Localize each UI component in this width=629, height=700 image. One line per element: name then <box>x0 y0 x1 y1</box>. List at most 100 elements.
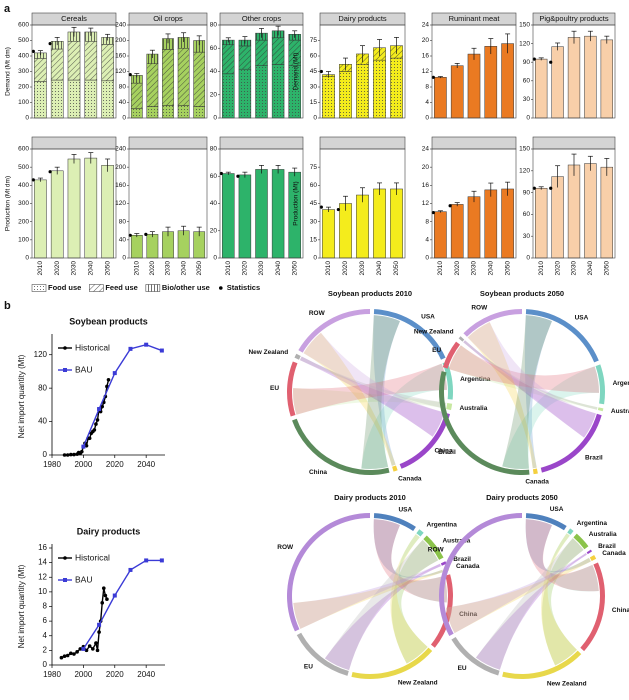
y-tick-label: 60 <box>210 173 218 180</box>
region-arc <box>502 650 582 680</box>
x-tick-label: 2050 <box>196 261 203 276</box>
y-tick-label: 2 <box>43 645 48 654</box>
marker <box>65 453 70 457</box>
region-arc <box>540 413 602 473</box>
bar <box>50 170 64 259</box>
y-tick-label: 60 <box>523 78 531 85</box>
region-label: USA <box>421 313 435 320</box>
region-arc <box>463 309 522 337</box>
plot-frame <box>532 148 616 259</box>
chart-title: Soybean products 2010 <box>328 289 412 298</box>
y-tick-label: 30 <box>523 233 531 240</box>
bar <box>535 187 548 259</box>
region-arc <box>287 361 298 417</box>
x-tick-label: 2040 <box>587 261 594 276</box>
region-arc <box>567 528 574 535</box>
y-tick-label: 300 <box>18 200 29 207</box>
statistics-point <box>549 60 553 64</box>
x-tick-label: 2010 <box>538 261 545 276</box>
legend-label: BAU <box>75 364 92 374</box>
statistics-point <box>549 186 553 190</box>
y-tick-label: 0 <box>425 115 429 122</box>
statistics-point <box>319 69 323 74</box>
region-arc <box>294 353 301 360</box>
bar-pattern <box>34 58 47 82</box>
y-axis-label: Demand (Mt dm) <box>5 47 12 96</box>
marker <box>94 422 98 426</box>
region-arc <box>292 418 390 475</box>
legend-marker <box>63 556 67 560</box>
ribbon <box>361 315 400 469</box>
ribbon <box>299 356 445 437</box>
panel-header <box>431 136 517 150</box>
y-tick-label: 200 <box>115 164 126 171</box>
region-arc <box>446 403 453 411</box>
marker <box>69 651 73 656</box>
region-label: ROW <box>309 310 326 317</box>
region-label: Brazil <box>598 543 616 550</box>
bar-pattern <box>162 105 174 118</box>
y-tick-label: 15 <box>310 237 318 244</box>
bar-pattern <box>131 108 143 118</box>
x-tick-label: 2000 <box>74 670 92 679</box>
marker <box>97 630 101 634</box>
x-tick-label: 2030 <box>71 261 78 276</box>
chart-title: Soybean products 2050 <box>480 289 564 298</box>
region-label: New Zealand <box>248 349 288 356</box>
y-tick-label: 0 <box>43 450 48 459</box>
bar-pattern <box>288 65 301 118</box>
bar <box>584 163 597 259</box>
chart-title: Dairy products 2010 <box>334 493 406 502</box>
bar <box>467 53 481 119</box>
region-label: China <box>435 448 453 455</box>
y-tick-label: 0 <box>122 115 126 122</box>
y-tick-label: 160 <box>115 53 126 60</box>
bar <box>600 166 613 259</box>
marker <box>92 428 97 432</box>
bar-pattern <box>84 31 97 42</box>
marker <box>106 377 111 382</box>
region-arc <box>287 513 370 632</box>
y-tick-label: 0 <box>425 255 429 262</box>
ribbon <box>445 557 591 634</box>
region-arc <box>442 341 461 369</box>
y-tick-label: 0 <box>213 255 217 262</box>
marker <box>69 452 73 457</box>
marker <box>72 652 76 656</box>
bar-pattern <box>390 58 403 118</box>
region-label: China <box>309 469 327 476</box>
x-tick-label: 2050 <box>604 261 611 276</box>
marker <box>97 407 102 412</box>
chart-title: Dairy products <box>77 526 141 536</box>
ribbon <box>391 539 439 664</box>
y-tick-label: 40 <box>210 68 218 75</box>
y-tick-label: 150 <box>519 22 530 29</box>
plot-frame <box>431 24 517 119</box>
y-tick-label: 240 <box>115 22 126 29</box>
marker <box>100 601 105 605</box>
y-tick-label: 0 <box>526 115 530 122</box>
region-label: Brazil <box>438 449 456 456</box>
region-arc <box>525 309 599 363</box>
y-tick-label: 120 <box>115 68 126 75</box>
bar-pattern <box>101 37 114 45</box>
region-arc <box>392 465 398 472</box>
y-tick-label: 12 <box>422 68 430 75</box>
x-tick-label: 2010 <box>437 261 444 276</box>
y-tick-label: 20 <box>422 164 430 171</box>
y-tick-label: 24 <box>422 146 430 153</box>
y-tick-label: 400 <box>18 182 29 189</box>
y-tick-label: 100 <box>18 237 29 244</box>
bar <box>84 157 98 259</box>
x-tick-label: 2030 <box>571 261 578 276</box>
bar-pattern <box>222 44 235 74</box>
bar <box>551 176 564 259</box>
y-tick-label: 120 <box>519 168 530 175</box>
marker <box>112 593 117 598</box>
bar-pattern <box>193 106 205 118</box>
bar <box>271 169 285 259</box>
marker <box>95 418 100 422</box>
legend-marker <box>218 286 223 290</box>
bar <box>501 188 514 259</box>
region-label: Brazil <box>585 454 603 461</box>
